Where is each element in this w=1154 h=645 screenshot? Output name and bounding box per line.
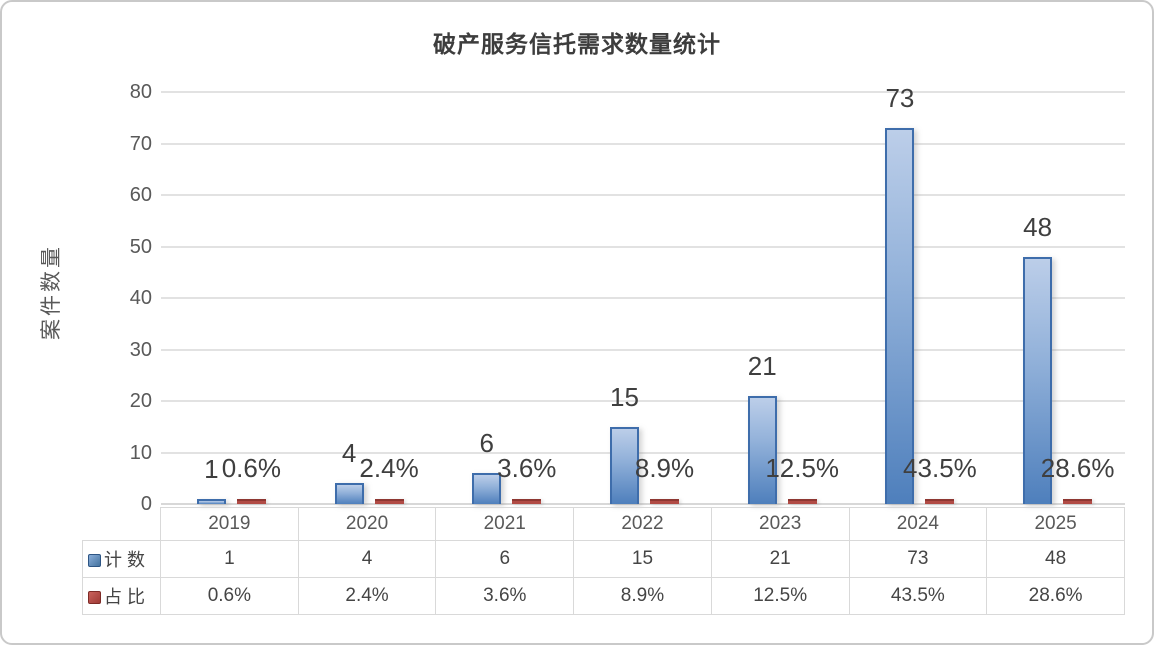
series-name: 计数 — [104, 550, 150, 570]
bar-share-2024 — [925, 499, 955, 504]
bar-count-2021 — [472, 473, 502, 504]
x-category-2022: 2022 — [573, 507, 712, 541]
legend-swatch-red-icon — [88, 591, 101, 604]
data-table: 2019 2020 2021 2022 2023 2024 2025 计数 1 4 6 15 21 73 4… — [82, 507, 1125, 615]
share-label-2020: 2.4% — [359, 453, 419, 483]
x-category-2020: 2020 — [297, 507, 437, 541]
table-value-占比-2019: 0.6% — [160, 577, 299, 615]
count-label-2023: 21 — [747, 350, 777, 381]
gridline — [161, 91, 1125, 93]
share-label-2019: 0.6% — [221, 453, 281, 483]
bar-count-2019 — [196, 498, 226, 504]
count-label-2019: 1 — [204, 453, 219, 484]
x-category-2024: 2024 — [848, 507, 988, 541]
y-tick-30: 30 — [129, 338, 152, 361]
legend-cell-占比: 占比 — [82, 577, 161, 615]
x-category-2021: 2021 — [435, 507, 575, 541]
bar-share-2021 — [512, 499, 542, 504]
x-category-2023: 2023 — [710, 507, 850, 541]
count-label-2021: 6 — [479, 428, 495, 459]
y-tick-50: 50 — [129, 235, 152, 258]
table-value-占比-2024: 43.5% — [848, 577, 988, 615]
series-name: 占比 — [104, 587, 150, 607]
count-label-2020: 4 — [341, 438, 357, 469]
gridline — [161, 194, 1125, 196]
share-label-2024: 43.5% — [903, 453, 977, 483]
table-value-计数-2025: 48 — [986, 540, 1125, 578]
count-label-2024: 73 — [885, 83, 915, 114]
table-corner-cell — [83, 508, 161, 541]
table-value-占比-2022: 8.9% — [573, 577, 712, 615]
y-tick-70: 70 — [129, 132, 152, 155]
legend-cell-计数: 计数 — [82, 540, 161, 578]
y-axis-title: 案件数量 — [39, 244, 63, 340]
bar-share-2019 — [236, 499, 266, 504]
table-value-计数-2022: 15 — [573, 540, 712, 578]
gridline — [161, 297, 1125, 299]
table-value-计数-2020: 4 — [297, 540, 437, 578]
share-label-2021: 3.6% — [497, 453, 557, 483]
y-tick-10: 10 — [129, 441, 152, 464]
y-tick-0: 0 — [140, 493, 152, 515]
x-category-2019: 2019 — [160, 507, 299, 541]
bar-count-2020 — [334, 483, 364, 504]
bar-count-2024 — [885, 128, 915, 504]
y-tick-40: 40 — [129, 287, 152, 309]
gridline — [161, 142, 1125, 145]
bar-share-2022 — [650, 499, 679, 504]
share-label-2023: 12.5% — [765, 453, 840, 483]
bar-share-2025 — [1063, 499, 1093, 504]
chart-title: 破产服务信托需求数量统计 — [433, 32, 721, 57]
table-value-占比-2023: 12.5% — [710, 577, 850, 615]
gridline — [161, 348, 1125, 351]
gridline — [161, 451, 1125, 454]
table-value-计数-2019: 1 — [160, 540, 299, 578]
x-axis-line — [161, 503, 1125, 505]
y-tick-60: 60 — [129, 184, 152, 206]
table-value-计数-2024: 73 — [848, 540, 988, 578]
x-category-2025: 2025 — [986, 507, 1125, 541]
share-label-2025: 28.6% — [1040, 453, 1115, 483]
legend-swatch-blue-icon — [88, 554, 101, 567]
gridline — [161, 245, 1125, 248]
count-label-2025: 48 — [1023, 211, 1053, 242]
table-value-计数-2021: 6 — [435, 540, 575, 578]
table-value-计数-2023: 21 — [710, 540, 850, 578]
bar-share-2023 — [787, 499, 817, 504]
table-value-占比-2021: 3.6% — [435, 577, 575, 615]
bar-count-2023 — [747, 395, 777, 504]
bar-count-2025 — [1023, 256, 1053, 504]
count-label-2022: 15 — [610, 381, 639, 412]
y-tick-80: 80 — [129, 81, 152, 103]
gridline — [161, 400, 1125, 402]
bar-share-2020 — [374, 499, 404, 504]
y-tick-20: 20 — [129, 390, 152, 412]
share-label-2022: 8.9% — [634, 453, 695, 483]
bar-count-2022 — [610, 426, 639, 504]
table-value-占比-2020: 2.4% — [297, 577, 437, 615]
table-value-占比-2025: 28.6% — [986, 577, 1125, 615]
